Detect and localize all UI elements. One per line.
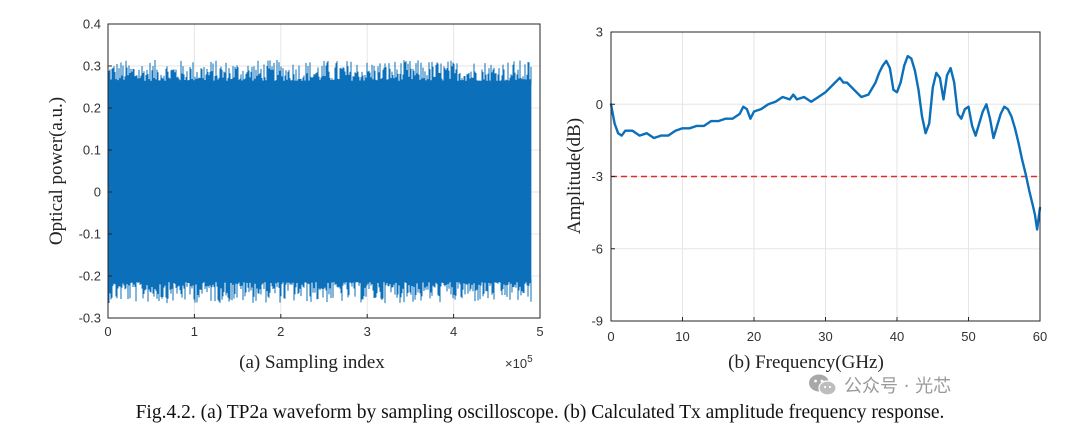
panel-a-ytick-label: 0.3 [83, 59, 101, 74]
panel-a: 0 1 2 3 4 5 -0.3 -0.2 -0.1 0 0.1 0.2 0.3 0.4 Optical … [46, 17, 544, 374]
panel-b-ytick-label: 0 [596, 97, 603, 112]
panel-a-ytick-label: 0.4 [83, 17, 101, 32]
panel-a-x-exponent: ×105 [505, 354, 533, 371]
panel-a-ytick-label: 0.2 [83, 101, 101, 116]
panel-a-xtick-label: 3 [364, 324, 371, 339]
panel-a-xtick-label: 2 [277, 324, 284, 339]
wechat-icon [809, 374, 837, 396]
panel-b-ylabel: Amplitude(dB) [564, 118, 585, 234]
panel-b-xtick-label: 60 [1033, 329, 1047, 344]
panel-a-xtick-label: 5 [536, 324, 543, 339]
panel-a-axes-box [107, 23, 541, 319]
panel-b: 0 10 20 30 40 50 60 -9 -6 -3 0 3 Amplitude(dB) (b) … [564, 25, 1047, 374]
watermark: 公众号 · 光芯 [808, 370, 951, 400]
panel-b-xtick-label: 30 [818, 329, 832, 344]
panel-a-ytick-label: -0.1 [79, 227, 101, 242]
panel-b-ytick-label: -6 [591, 241, 603, 256]
panel-a-xtick-label: 1 [191, 324, 198, 339]
figure-caption: Fig.4.2. (a) TP2a waveform by sampling o… [135, 402, 945, 423]
panel-a-xtick-label: 0 [104, 324, 111, 339]
panel-a-series [107, 59, 532, 304]
panel-a-ytick-label: 0.1 [83, 143, 101, 158]
panel-b-xtick-label: 10 [675, 329, 689, 344]
panel-b-ytick-label: -9 [591, 314, 603, 329]
panel-a-ytick-label: 0 [94, 185, 101, 200]
panel-a-xtick-label: 4 [450, 324, 457, 339]
panel-b-series [609, 54, 1042, 231]
panel-b-xtick-label: 50 [961, 329, 975, 344]
panel-b-xtick-label: 20 [747, 329, 761, 344]
panel-b-xtick-label: 40 [890, 329, 904, 344]
panel-a-ytick-label: -0.2 [79, 269, 101, 284]
panel-a-ticks: 0 1 2 3 4 5 -0.3 -0.2 -0.1 0 0.1 0.2 0.3 0.4 [79, 17, 544, 340]
panel-b-ticks: 0 10 20 30 40 50 60 -9 -6 -3 0 3 [591, 25, 1047, 345]
panel-b-ytick-label: 3 [596, 25, 603, 40]
watermark-text: 公众号 · 光芯 [844, 376, 952, 397]
panel-b-ytick-label: -3 [591, 169, 603, 184]
panel-b-xtick-label: 0 [607, 329, 614, 344]
panel-b-xlabel: (b) Frequency(GHz) [728, 352, 884, 373]
panel-a-waveform-body [108, 82, 532, 281]
panel-a-ylabel: Optical power(a.u.) [46, 97, 67, 245]
panel-b-response-line [609, 54, 1042, 231]
panel-a-ytick-label: -0.3 [79, 311, 101, 326]
panel-a-xlabel: (a) Sampling index [239, 352, 385, 373]
